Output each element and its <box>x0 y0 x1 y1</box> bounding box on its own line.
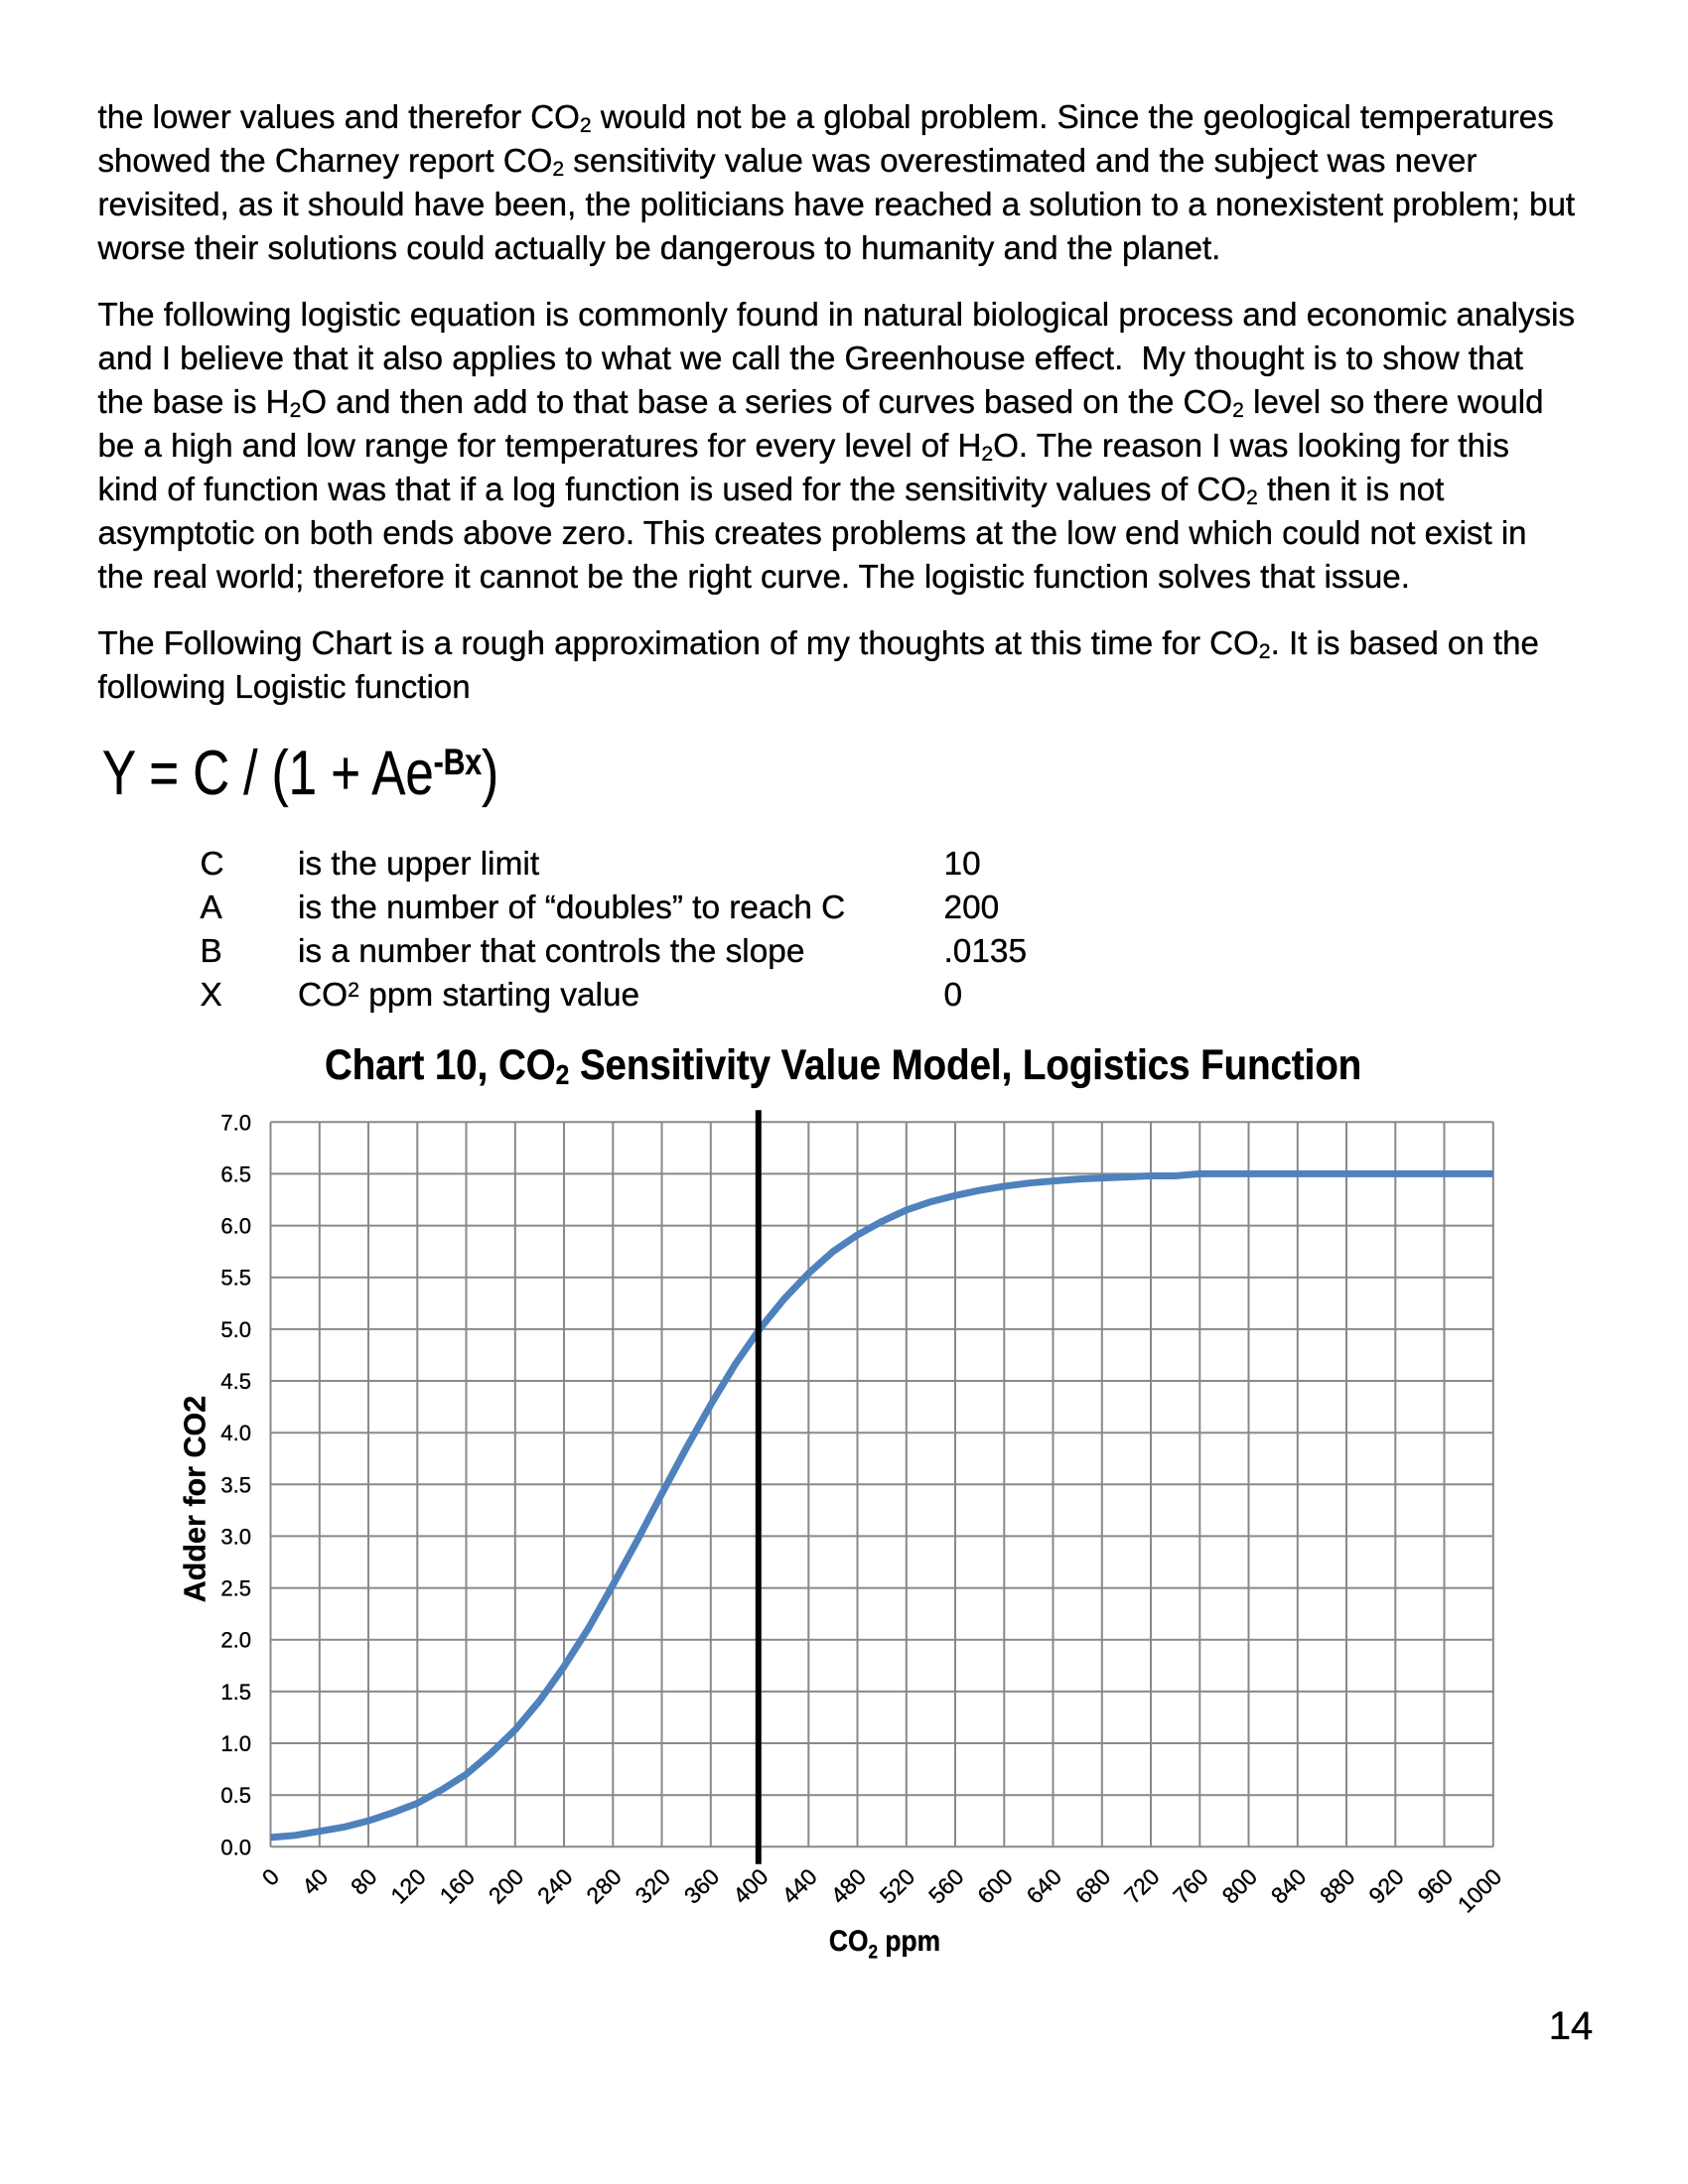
svg-text:840: 840 <box>1266 1863 1312 1909</box>
svg-text:120: 120 <box>385 1863 431 1909</box>
svg-text:760: 760 <box>1168 1863 1213 1909</box>
svg-text:5.0: 5.0 <box>220 1317 251 1342</box>
svg-text:4.5: 4.5 <box>220 1369 251 1394</box>
svg-text:920: 920 <box>1363 1863 1409 1909</box>
svg-text:520: 520 <box>875 1863 920 1909</box>
svg-text:1.0: 1.0 <box>220 1731 251 1756</box>
svg-text:0.0: 0.0 <box>220 1835 251 1859</box>
svg-text:560: 560 <box>923 1863 969 1909</box>
svg-text:320: 320 <box>631 1863 676 1909</box>
svg-text:80: 80 <box>346 1863 381 1899</box>
svg-text:0: 0 <box>257 1863 284 1890</box>
svg-text:600: 600 <box>972 1863 1018 1909</box>
svg-text:480: 480 <box>826 1863 872 1909</box>
svg-text:1000: 1000 <box>1453 1863 1507 1918</box>
svg-text:CO2 ppm: CO2 ppm <box>829 1923 940 1962</box>
svg-text:400: 400 <box>728 1863 774 1909</box>
svg-text:3.5: 3.5 <box>220 1472 251 1497</box>
svg-text:280: 280 <box>581 1863 627 1909</box>
svg-text:0.5: 0.5 <box>220 1783 251 1808</box>
svg-text:2.0: 2.0 <box>220 1628 251 1653</box>
svg-text:360: 360 <box>679 1863 725 1909</box>
svg-text:680: 680 <box>1070 1863 1116 1909</box>
svg-text:5.5: 5.5 <box>220 1266 251 1291</box>
svg-text:440: 440 <box>776 1863 822 1909</box>
svg-text:1.5: 1.5 <box>220 1680 251 1705</box>
svg-text:Adder for CO2: Adder for CO2 <box>179 1396 212 1602</box>
svg-text:240: 240 <box>532 1863 578 1909</box>
svg-text:40: 40 <box>297 1863 333 1899</box>
svg-text:960: 960 <box>1413 1863 1459 1909</box>
svg-text:200: 200 <box>484 1863 529 1909</box>
svg-text:6.5: 6.5 <box>220 1161 251 1186</box>
svg-text:6.0: 6.0 <box>220 1214 251 1239</box>
svg-text:880: 880 <box>1315 1863 1360 1909</box>
svg-text:720: 720 <box>1119 1863 1165 1909</box>
svg-text:4.0: 4.0 <box>220 1421 251 1445</box>
svg-text:800: 800 <box>1217 1863 1263 1909</box>
svg-text:2.5: 2.5 <box>220 1576 251 1601</box>
svg-text:7.0: 7.0 <box>220 1110 251 1135</box>
svg-text:160: 160 <box>435 1863 481 1909</box>
svg-text:3.0: 3.0 <box>220 1524 251 1549</box>
svg-text:640: 640 <box>1022 1863 1067 1909</box>
